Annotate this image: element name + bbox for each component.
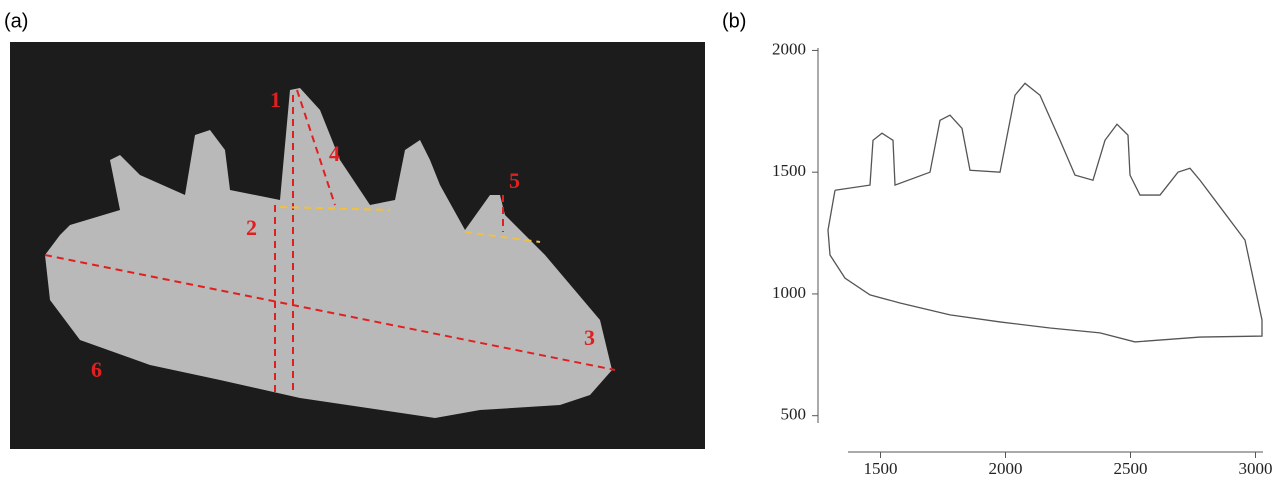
annotation: 5 <box>509 168 520 193</box>
y-tick-label: 1500 <box>772 161 806 180</box>
annotation: 1 <box>270 87 281 112</box>
y-tick-label: 500 <box>781 405 807 424</box>
annotation: 4 <box>329 141 340 166</box>
annotation: 2 <box>246 215 257 240</box>
x-tick-label: 1500 <box>864 459 898 478</box>
annotation: 3 <box>584 325 595 350</box>
y-tick-label: 1000 <box>772 283 806 302</box>
x-tick-label: 2500 <box>1114 459 1148 478</box>
figure: (a) 1 2 3 4 5 6 (b) 500 1000 1500 2000 1500 2… <box>0 0 1272 479</box>
y-tick-label: 2000 <box>772 39 806 58</box>
panel-label: (b) <box>722 10 746 32</box>
x-tick-label: 3000 <box>1239 459 1272 478</box>
panel-label: (a) <box>4 10 28 32</box>
outline <box>828 83 1262 342</box>
x-tick-label: 2000 <box>989 459 1023 478</box>
annotation: 6 <box>91 357 102 382</box>
